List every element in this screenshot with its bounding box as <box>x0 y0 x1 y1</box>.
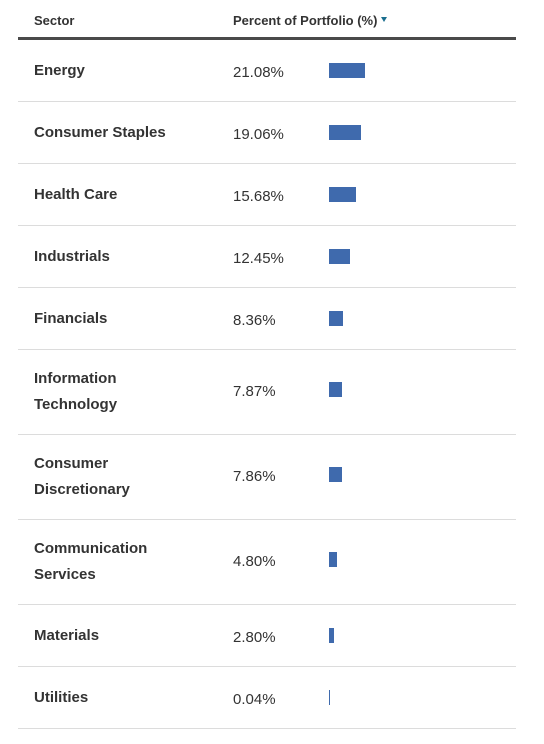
percent-bar <box>329 187 356 202</box>
percent-bar <box>329 249 351 264</box>
column-header-sector[interactable]: Sector <box>34 13 75 28</box>
sector-percent: 7.86% <box>233 468 276 485</box>
percent-bar <box>329 311 344 326</box>
sector-name: Energy <box>34 62 85 79</box>
table-row: Communication Services 4.80% <box>18 520 516 605</box>
percent-bar <box>329 63 365 78</box>
sector-name: Financials <box>34 310 108 327</box>
sector-name: Health Care <box>34 186 118 203</box>
column-header-percent-label: Percent of Portfolio (%) <box>233 13 378 28</box>
sector-name: Consumer Staples <box>34 124 166 141</box>
column-header-percent[interactable]: Percent of Portfolio (%) <box>233 13 388 28</box>
sector-name: Industrials <box>34 248 110 265</box>
sector-percent: 12.45% <box>233 250 284 267</box>
sector-name: Consumer Discretionary <box>34 455 130 498</box>
sector-percent: 15.68% <box>233 188 284 205</box>
percent-bar <box>329 552 338 567</box>
table-row: Materials 2.80% <box>18 605 516 667</box>
sector-name: Information Technology <box>34 370 118 413</box>
table-row: Consumer Staples 19.06% <box>18 102 516 164</box>
sector-percent: 19.06% <box>233 126 284 143</box>
table-row: Energy 21.08% <box>18 40 516 102</box>
sector-allocation-table: Sector Percent of Portfolio (%) Energy 2… <box>18 0 516 729</box>
sector-name: Utilities <box>34 689 89 706</box>
table-row: Financials 8.36% <box>18 288 516 350</box>
table-row: Industrials 12.45% <box>18 226 516 288</box>
table-row: Health Care 15.68% <box>18 164 516 226</box>
table-row: Consumer Discretionary 7.86% <box>18 435 516 520</box>
sector-percent: 7.87% <box>233 383 276 400</box>
percent-bar <box>329 628 334 643</box>
percent-bar <box>329 125 362 140</box>
sector-name: Communication Services <box>34 540 148 583</box>
table-row: Utilities 0.04% <box>18 667 516 729</box>
sector-percent: 0.04% <box>233 691 276 708</box>
table-header: Sector Percent of Portfolio (%) <box>18 0 516 40</box>
sector-percent: 2.80% <box>233 629 276 646</box>
sector-name: Materials <box>34 627 100 644</box>
table-row: Information Technology 7.87% <box>18 350 516 435</box>
sector-percent: 4.80% <box>233 553 276 570</box>
sector-percent: 21.08% <box>233 64 284 81</box>
sector-percent: 8.36% <box>233 312 276 329</box>
percent-bar <box>329 382 343 397</box>
percent-bar <box>329 467 343 482</box>
sort-descending-icon[interactable] <box>381 17 388 22</box>
